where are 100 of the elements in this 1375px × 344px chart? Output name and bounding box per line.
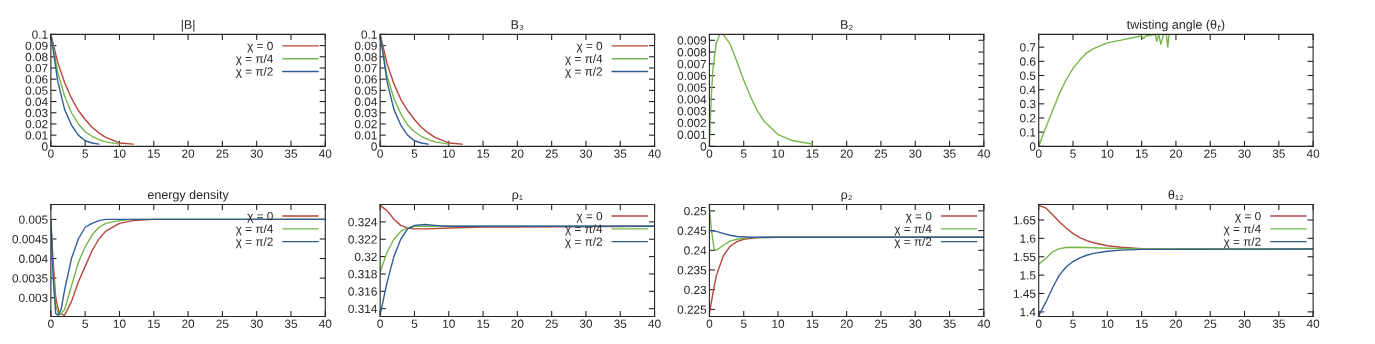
x-tick-label: 40 (977, 149, 990, 158)
y-tick-label: 0.03 (25, 108, 48, 118)
x-tick-label: 10 (443, 149, 455, 158)
x-tick-label: 10 (772, 319, 785, 328)
y-tick-label: 0 (1029, 142, 1036, 151)
y-tick-label: 0.4 (1020, 85, 1036, 95)
chart-title: B₃ (511, 20, 524, 30)
legend-label: χ = π/4 (894, 224, 932, 236)
x-tick-label: 40 (977, 319, 990, 328)
legend-label: χ = 0 (576, 211, 603, 223)
legend-label: χ = π/4 (1223, 224, 1261, 236)
x-tick-label: 30 (250, 149, 263, 158)
chart-title: θ₁₂ (1168, 189, 1184, 201)
legend-label: χ = π/4 (565, 54, 603, 66)
x-tick-label: 15 (806, 149, 819, 158)
y-tick-label: 1.65 (1013, 216, 1036, 225)
x-tick-label: 35 (1272, 319, 1285, 328)
y-tick-label: 0.006 (677, 71, 707, 81)
y-tick-label: 0.05 (354, 86, 377, 95)
y-tick-label: 1.55 (1013, 252, 1036, 262)
y-tick-label: 0.1 (1020, 128, 1036, 137)
legend-label: χ = 0 (905, 211, 932, 223)
y-tick-label: 0.003 (19, 293, 48, 303)
x-tick-label: 5 (1070, 149, 1076, 158)
x-tick-label: 20 (1169, 319, 1183, 328)
y-tick-label: 0.225 (677, 305, 707, 314)
y-tick-label: 0.004 (19, 254, 48, 263)
x-tick-label: 40 (1306, 319, 1320, 328)
x-tick-label: 35 (943, 149, 956, 158)
x-tick-label: 25 (545, 319, 558, 328)
y-tick-label: 0.6 (1020, 57, 1036, 66)
x-tick-label: 25 (1204, 319, 1217, 328)
chart-title: B₂ (841, 20, 853, 30)
y-tick-label: 0.04 (354, 97, 378, 106)
x-tick-label: 15 (1135, 149, 1148, 158)
y-tick-label: 0.0035 (12, 274, 48, 283)
x-tick-label: 35 (1272, 149, 1285, 158)
x-tick-label: 25 (216, 319, 229, 328)
x-tick-label: 40 (1306, 149, 1320, 158)
x-tick-label: 0 (1035, 319, 1042, 328)
y-tick-label: 0.04 (25, 97, 48, 106)
x-tick-label: 25 (874, 149, 888, 158)
y-tick-label: 1.6 (1020, 234, 1036, 243)
y-tick-label: 1.4 (1020, 308, 1036, 317)
x-tick-label: 15 (477, 149, 490, 158)
y-tick-label: 0.08 (25, 52, 48, 62)
x-tick-label: 30 (579, 149, 593, 158)
y-tick-label: 0.316 (348, 287, 377, 296)
x-tick-label: 20 (840, 319, 853, 328)
legend-label: χ = π/4 (235, 224, 273, 236)
legend-label: χ = 0 (247, 41, 273, 53)
y-tick-label: 0.002 (677, 118, 707, 128)
x-tick-label: 40 (648, 319, 661, 328)
x-tick-label: 10 (1101, 319, 1114, 328)
y-tick-label: 0.2 (1020, 114, 1036, 123)
x-tick-label: 10 (113, 149, 126, 158)
chart-title: ρ₁ (512, 192, 523, 202)
y-tick-label: 0.324 (348, 217, 378, 227)
chart-title: twisting angle (θ$_{t}$) (1126, 19, 1225, 32)
legend-label: χ = 0 (576, 41, 603, 53)
y-tick-label: 0.06 (354, 75, 377, 84)
x-tick-label: 25 (545, 149, 558, 158)
y-tick-label: 1.5 (1020, 271, 1036, 280)
x-tick-label: 30 (909, 149, 922, 158)
x-tick-label: 25 (874, 319, 888, 328)
y-tick-label: 0.07 (354, 64, 377, 73)
y-tick-label: 0.003 (677, 107, 707, 116)
y-tick-label: 0 (700, 142, 707, 151)
x-tick-label: 5 (82, 149, 88, 158)
x-tick-label: 20 (182, 319, 195, 328)
x-tick-label: 10 (772, 149, 785, 158)
y-tick-label: 0.02 (354, 119, 377, 129)
y-tick-label: 0.5 (1020, 71, 1036, 80)
x-tick-label: 0 (48, 149, 54, 158)
x-tick-label: 35 (943, 319, 956, 328)
y-tick-label: 0 (41, 142, 48, 151)
y-tick-label: 0.235 (677, 266, 707, 275)
legend-label: χ = π/2 (1223, 237, 1261, 249)
x-tick-label: 25 (216, 149, 229, 158)
y-tick-label: 0.09 (354, 41, 377, 50)
chart-title: ρ₂ (841, 192, 852, 202)
x-tick-label: 0 (706, 319, 713, 328)
y-tick-label: 0 (371, 142, 377, 151)
legend-label: χ = π/2 (565, 237, 603, 249)
y-tick-label: 0.1 (361, 30, 377, 39)
y-tick-label: 0.0045 (12, 235, 48, 244)
y-tick-label: 0.01 (354, 131, 377, 140)
y-tick-label: 0.007 (677, 59, 707, 69)
legend-label: χ = π/2 (565, 67, 603, 79)
y-tick-label: 0.008 (677, 48, 707, 57)
x-tick-label: 40 (318, 319, 332, 328)
y-tick-label: 0.09 (25, 41, 48, 50)
x-tick-label: 20 (511, 319, 524, 328)
x-tick-label: 15 (148, 149, 160, 158)
x-tick-label: 5 (82, 319, 88, 328)
y-tick-label: 1.45 (1013, 289, 1036, 298)
x-tick-label: 15 (1135, 319, 1148, 328)
x-tick-label: 40 (648, 149, 661, 158)
y-tick-label: 0.06 (25, 75, 48, 84)
x-tick-label: 5 (1070, 319, 1076, 328)
